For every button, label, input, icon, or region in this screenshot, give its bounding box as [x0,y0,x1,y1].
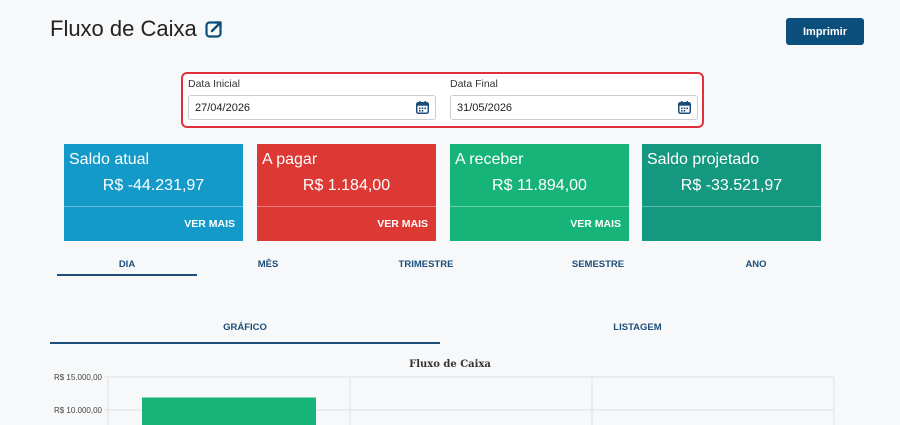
external-link-icon[interactable] [205,20,223,38]
end-date-input[interactable]: 31/05/2026 [450,95,698,120]
start-date-label: Data Inicial [188,78,240,90]
card-value: R$ 11.894,00 [492,177,587,194]
card-footer: VER MAIS [450,206,629,241]
tab-grafico[interactable]: GRÁFICO [50,322,440,344]
calendar-icon[interactable] [416,101,429,114]
start-date-input[interactable]: 27/04/2026 [188,95,436,120]
page-title: Fluxo de Caixa [50,16,223,42]
tab-listagem[interactable]: LISTAGEM [613,322,662,333]
card-value: R$ -33.521,97 [680,177,783,194]
card-title: A receber [455,151,524,168]
card-a-pagar: A pagar R$ 1.184,00 VER MAIS [257,144,436,241]
cash-flow-chart: R$ 15.000,00 R$ 10.000,00 [54,373,835,425]
period-tabs: DIA MÊS TRIMESTRE SEMESTRE ANO [0,259,900,279]
tab-trimestre[interactable]: TRIMESTRE [398,259,454,270]
y-tick-label: R$ 10.000,00 [54,406,103,415]
card-saldo-projetado: Saldo projetado R$ -33.521,97 [642,144,821,241]
card-title: A pagar [262,151,318,168]
calendar-icon[interactable] [678,101,691,114]
end-date-label: Data Final [450,78,498,90]
card-saldo-atual: Saldo atual R$ -44.231,97 VER MAIS [64,144,243,241]
tab-mes[interactable]: MÊS [257,259,279,270]
chart-container: Fluxo de Caixa R$ 15.000,00 R$ 10.000,00 [0,350,900,425]
card-value: R$ 1.184,00 [302,177,391,194]
end-date-group: Data Final 31/05/2026 [450,78,698,120]
chart-title: Fluxo de Caixa [409,359,491,370]
card-title: Saldo atual [69,151,150,168]
tab-ano[interactable]: ANO [745,259,767,270]
date-range-filter: Data Inicial 27/04/2026 Data Final 31/05… [181,72,704,128]
ver-mais-link[interactable]: VER MAIS [377,218,428,230]
end-date-value: 31/05/2026 [457,102,513,114]
card-footer: VER MAIS [64,206,243,241]
ver-mais-link[interactable]: VER MAIS [570,218,621,230]
card-footer [642,206,821,241]
card-footer: VER MAIS [257,206,436,241]
start-date-group: Data Inicial 27/04/2026 [188,78,436,120]
chart-bar[interactable] [142,397,316,425]
tab-semestre[interactable]: SEMESTRE [571,259,625,270]
card-a-receber: A receber R$ 11.894,00 VER MAIS [450,144,629,241]
tab-dia[interactable]: DIA [57,259,197,276]
card-value: R$ -44.231,97 [102,177,205,194]
ver-mais-link[interactable]: VER MAIS [184,218,235,230]
print-button[interactable]: Imprimir [786,18,864,45]
start-date-value: 27/04/2026 [195,102,251,114]
y-tick-label: R$ 15.000,00 [54,373,103,382]
chart-vertical-grid [107,377,835,425]
page-title-text: Fluxo de Caixa [50,16,197,41]
view-tabs: GRÁFICO LISTAGEM [0,322,900,344]
card-title: Saldo projetado [647,151,760,168]
